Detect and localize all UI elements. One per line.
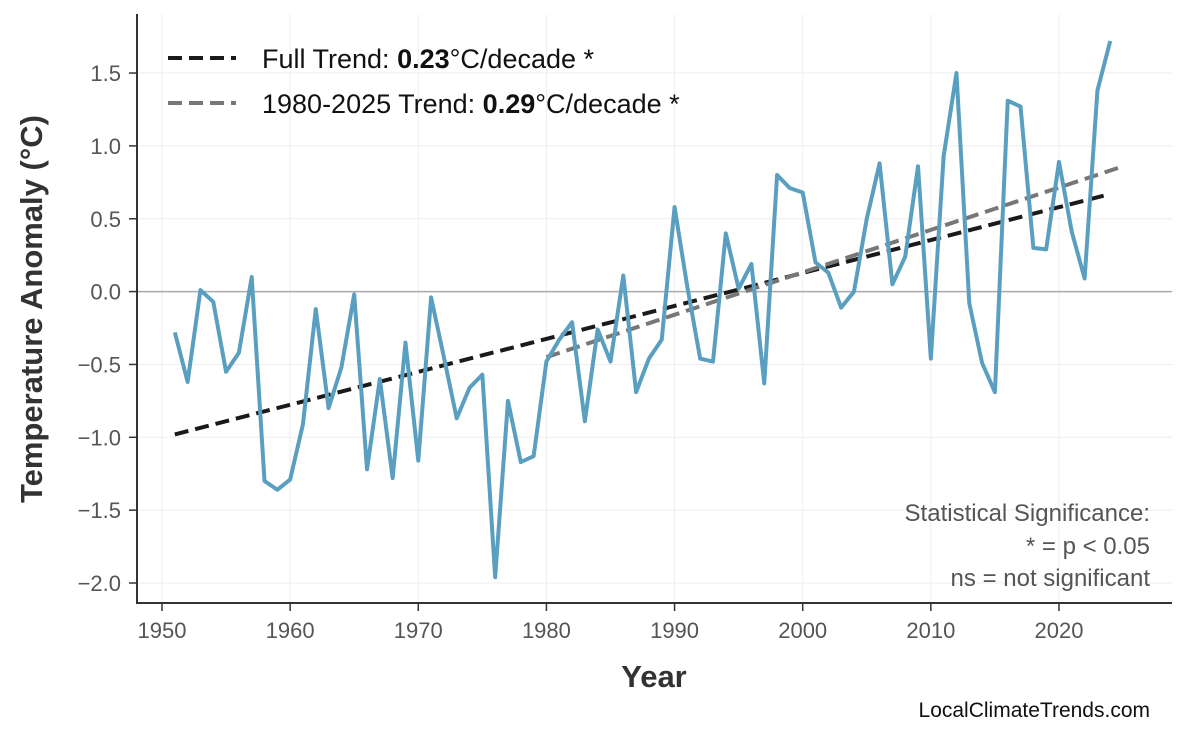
significance-star: * = p < 0.05: [1026, 533, 1150, 560]
y-ticks: −2.0 −1.5 −1.0 −0.5 0.0 0.5 1.0 1.5: [78, 61, 137, 596]
y-tick-label: 1.5: [90, 61, 121, 86]
x-tick-label: 2020: [1035, 618, 1084, 643]
y-tick-label: 1.0: [90, 134, 121, 159]
y-axis-label: Temperature Anomaly (°C): [14, 115, 49, 503]
x-tick-label: 1980: [522, 618, 571, 643]
significance-title: Statistical Significance:: [905, 500, 1150, 527]
significance-ns: ns = not significant: [951, 565, 1151, 592]
x-tick-label: 2000: [778, 618, 827, 643]
trend-line-1980-2025: [545, 164, 1124, 360]
x-tick-label: 1990: [650, 618, 699, 643]
y-tick-label: 0.0: [90, 280, 121, 305]
y-tick-label: −2.0: [78, 571, 121, 596]
trend-lines: [174, 164, 1124, 437]
significance-note: Statistical Significance: * = p < 0.05 n…: [905, 500, 1151, 592]
x-axis-label: Year: [621, 659, 687, 694]
x-tick-label: 1960: [266, 618, 315, 643]
x-tick-label: 1950: [138, 618, 187, 643]
y-tick-label: −1.0: [78, 425, 121, 450]
x-tick-label: 2010: [906, 618, 955, 643]
legend: Full Trend: 0.23°C/decade * 1980-2025 Tr…: [168, 44, 680, 119]
y-tick-label: 0.5: [90, 207, 121, 232]
trend-line-full: [174, 192, 1111, 437]
y-tick-label: −1.5: [78, 498, 121, 523]
credit: LocalClimateTrends.com: [919, 699, 1150, 722]
legend-label-full-trend: Full Trend: 0.23°C/decade *: [262, 44, 595, 74]
anomaly-series-line: [172, 40, 1113, 580]
x-tick-label: 1970: [394, 618, 443, 643]
x-ticks: 1950 1960 1970 1980 1990 2000 2010 2020: [138, 603, 1084, 643]
y-tick-label: −0.5: [78, 352, 121, 377]
legend-label-1980-trend: 1980-2025 Trend: 0.29°C/decade *: [262, 89, 680, 119]
